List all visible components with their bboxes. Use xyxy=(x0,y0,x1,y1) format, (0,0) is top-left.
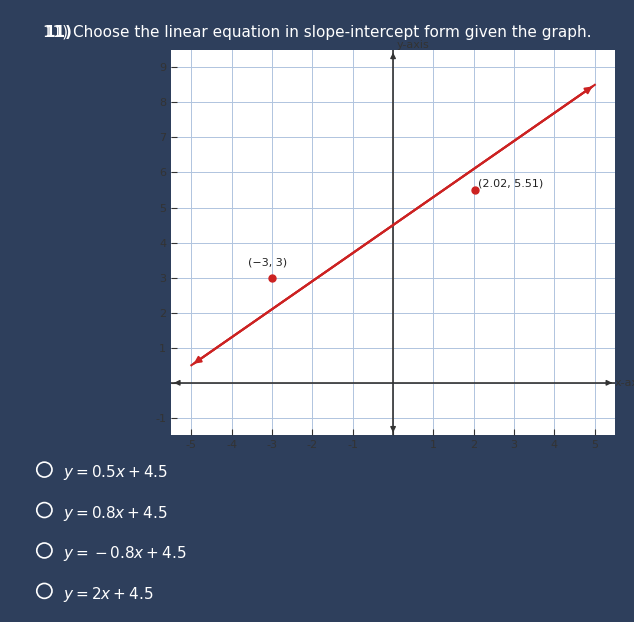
Text: $y = 0.8x + 4.5$: $y = 0.8x + 4.5$ xyxy=(63,504,168,522)
Text: (2.02, 5.51): (2.02, 5.51) xyxy=(478,178,543,188)
Text: y-axis: y-axis xyxy=(397,40,430,50)
Text: 11): 11) xyxy=(44,25,72,40)
Text: (−3, 3): (−3, 3) xyxy=(249,258,288,267)
Text: $y = 0.5x + 4.5$: $y = 0.5x + 4.5$ xyxy=(63,463,169,482)
Text: 11) Choose the linear equation in slope-intercept form given the graph.: 11) Choose the linear equation in slope-… xyxy=(42,25,592,40)
Text: $y = 2x + 4.5$: $y = 2x + 4.5$ xyxy=(63,585,154,603)
Text: $y = -0.8x + 4.5$: $y = -0.8x + 4.5$ xyxy=(63,544,187,563)
Text: x-axis: x-axis xyxy=(615,378,634,388)
